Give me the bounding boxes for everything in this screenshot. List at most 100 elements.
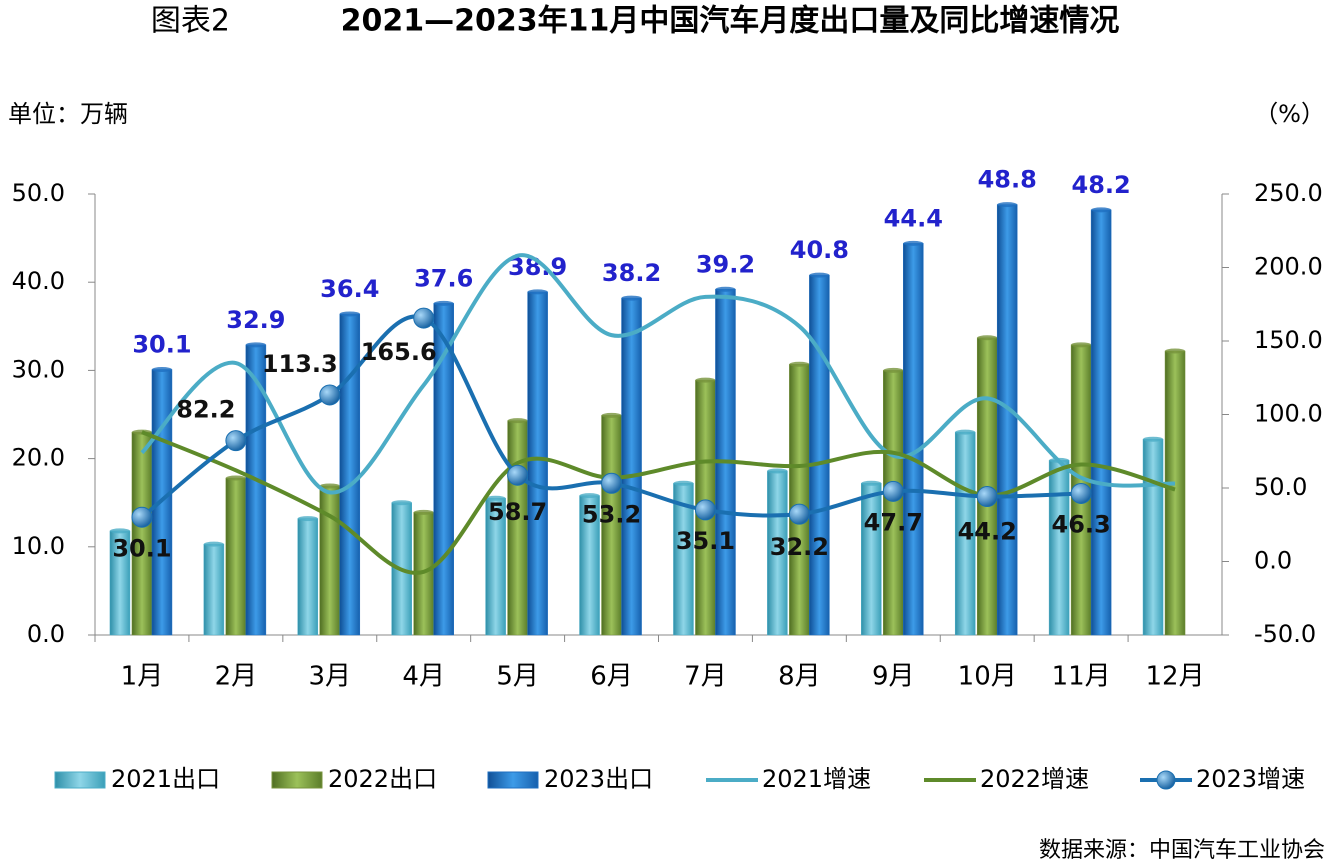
bar <box>225 477 247 636</box>
bar-top <box>579 493 600 499</box>
bar <box>507 420 528 636</box>
x-tick-label: 6月 <box>590 662 633 692</box>
bar-top <box>955 429 976 435</box>
bar <box>1164 350 1186 636</box>
line-marker <box>788 503 810 525</box>
bar-top <box>319 483 340 489</box>
bar-top <box>861 480 882 486</box>
bar <box>203 543 225 636</box>
line <box>140 253 1176 495</box>
line-marker <box>507 464 529 486</box>
bar-top <box>433 300 454 306</box>
legend-label: 2021出口 <box>111 765 220 793</box>
bar-top <box>297 516 318 522</box>
x-tick-label: 12月 <box>1145 662 1204 692</box>
x-tick-label: 2月 <box>215 662 258 692</box>
data-label: 39.2 <box>696 250 755 278</box>
y2-tick-label: 250.0 <box>1254 179 1323 207</box>
chart-title: 2021—2023年11月中国汽车月度出口量及同比增速情况 <box>341 4 1120 39</box>
bar-top <box>485 495 506 501</box>
bar <box>996 204 1018 636</box>
y2-tick-label: 50.0 <box>1254 473 1307 501</box>
data-label: 113.3 <box>262 350 338 378</box>
figure-label: 图表2 <box>151 4 230 39</box>
bar <box>1090 209 1112 636</box>
bar-top <box>203 541 224 547</box>
y2-tick-label: 150.0 <box>1254 326 1323 354</box>
bar <box>903 243 924 636</box>
bar <box>861 483 882 636</box>
bar-top <box>673 480 694 486</box>
data-label: 44.4 <box>884 204 943 232</box>
bar-top <box>883 367 904 373</box>
bar-top <box>1071 342 1092 348</box>
bar-top <box>809 272 830 278</box>
y-tick-label: 20.0 <box>12 444 65 472</box>
bar <box>297 518 319 636</box>
data-label: 53.2 <box>582 500 641 528</box>
line-marker <box>694 499 716 521</box>
bar-top <box>601 412 622 418</box>
bar-top <box>109 528 130 534</box>
legend-swatch <box>54 771 106 789</box>
data-label: 46.3 <box>1052 510 1111 538</box>
y-tick-label: 10.0 <box>12 532 65 560</box>
legend-label: 2023增速 <box>1196 765 1305 793</box>
bar <box>319 485 341 636</box>
y-tick-label: 30.0 <box>12 355 65 383</box>
data-label: 37.6 <box>414 264 473 292</box>
bar-top <box>997 202 1018 208</box>
x-tick-label: 9月 <box>872 662 915 692</box>
bar <box>883 370 904 636</box>
x-tick-label: 5月 <box>496 662 539 692</box>
bar-top <box>1143 436 1164 442</box>
line-marker <box>1070 482 1092 504</box>
bar-top <box>151 367 172 373</box>
x-tick-label: 4月 <box>402 662 445 692</box>
data-label: 40.8 <box>790 236 849 264</box>
x-tick-label: 3月 <box>309 662 352 692</box>
legend-label: 2023出口 <box>544 765 653 793</box>
data-label: 36.4 <box>320 275 379 303</box>
bar-top <box>1165 348 1186 354</box>
line-marker <box>225 430 247 452</box>
legend-swatch <box>487 771 539 789</box>
bar <box>1142 438 1164 636</box>
y2-tick-label: 100.0 <box>1254 400 1323 428</box>
bar-top <box>695 377 716 383</box>
data-label: 38.2 <box>602 259 661 287</box>
legend-label: 2022增速 <box>980 765 1089 793</box>
bar <box>339 313 361 636</box>
y2-tick-label: 200.0 <box>1254 253 1323 281</box>
data-label: 82.2 <box>176 396 235 424</box>
data-label: 32.9 <box>226 306 285 334</box>
legend-label: 2022出口 <box>328 765 437 793</box>
line-marker <box>413 307 435 329</box>
bar-top <box>1091 207 1112 213</box>
y2-tick-label: 0.0 <box>1254 547 1292 575</box>
line-marker <box>601 472 623 494</box>
data-label: 44.2 <box>958 518 1017 546</box>
bar <box>527 291 548 636</box>
bar <box>789 363 810 636</box>
data-label: 58.7 <box>488 498 547 526</box>
bar <box>1048 460 1070 636</box>
bar-top <box>413 509 434 515</box>
y-tick-label: 0.0 <box>27 620 65 648</box>
bar-top <box>621 295 642 301</box>
bar-top <box>245 342 266 348</box>
data-label: 30.1 <box>112 534 171 562</box>
x-tick-label: 7月 <box>684 662 727 692</box>
bar-top <box>507 418 528 424</box>
bar-top <box>903 240 924 246</box>
line-marker <box>131 506 153 528</box>
data-label: 30.1 <box>132 331 191 359</box>
y-axis-label: 单位：万辆 <box>8 100 128 128</box>
data-label: 165.6 <box>361 338 437 366</box>
data-label: 35.1 <box>676 527 735 555</box>
y-tick-label: 40.0 <box>12 267 65 295</box>
data-label: 48.8 <box>978 166 1037 194</box>
bar-top <box>767 468 788 474</box>
y2-tick-label: -50.0 <box>1254 620 1316 648</box>
